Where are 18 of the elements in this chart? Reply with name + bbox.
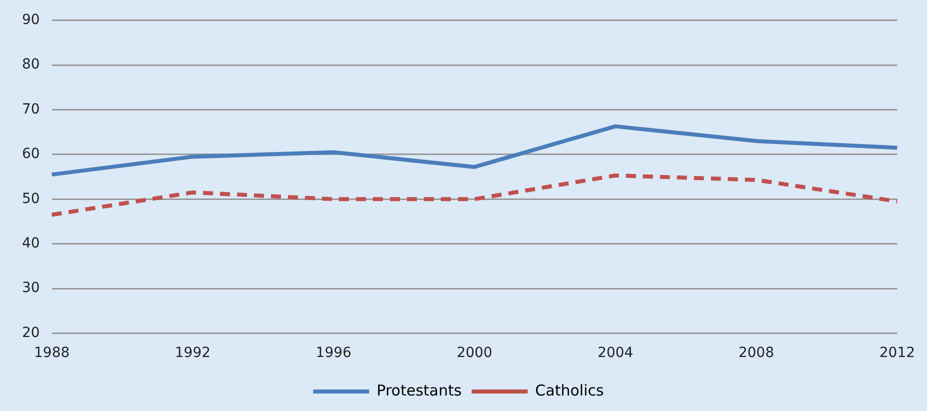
legend-label: Catholics — [535, 381, 604, 400]
y-tick-label: 90 — [22, 12, 40, 28]
x-tick-label: 2000 — [456, 345, 492, 362]
y-tick-label: 50 — [22, 190, 40, 207]
y-tick-label: 30 — [22, 280, 40, 296]
y-tick-label: 40 — [22, 235, 40, 252]
legend-label: Protestants — [376, 381, 462, 400]
y-tick-label: 70 — [22, 101, 40, 118]
x-tick-label: 1996 — [316, 345, 352, 362]
y-tick-label: 60 — [22, 146, 40, 162]
x-tick-label: 2008 — [738, 345, 774, 362]
y-tick-label: 80 — [22, 56, 40, 73]
x-tick-label: 2004 — [598, 345, 634, 362]
y-tick-label: 20 — [22, 324, 40, 341]
x-tick-label: 2012 — [879, 345, 916, 362]
x-tick-label: 1988 — [34, 345, 70, 362]
line-series — [50, 173, 900, 217]
x-tick-label: 1992 — [174, 345, 211, 362]
